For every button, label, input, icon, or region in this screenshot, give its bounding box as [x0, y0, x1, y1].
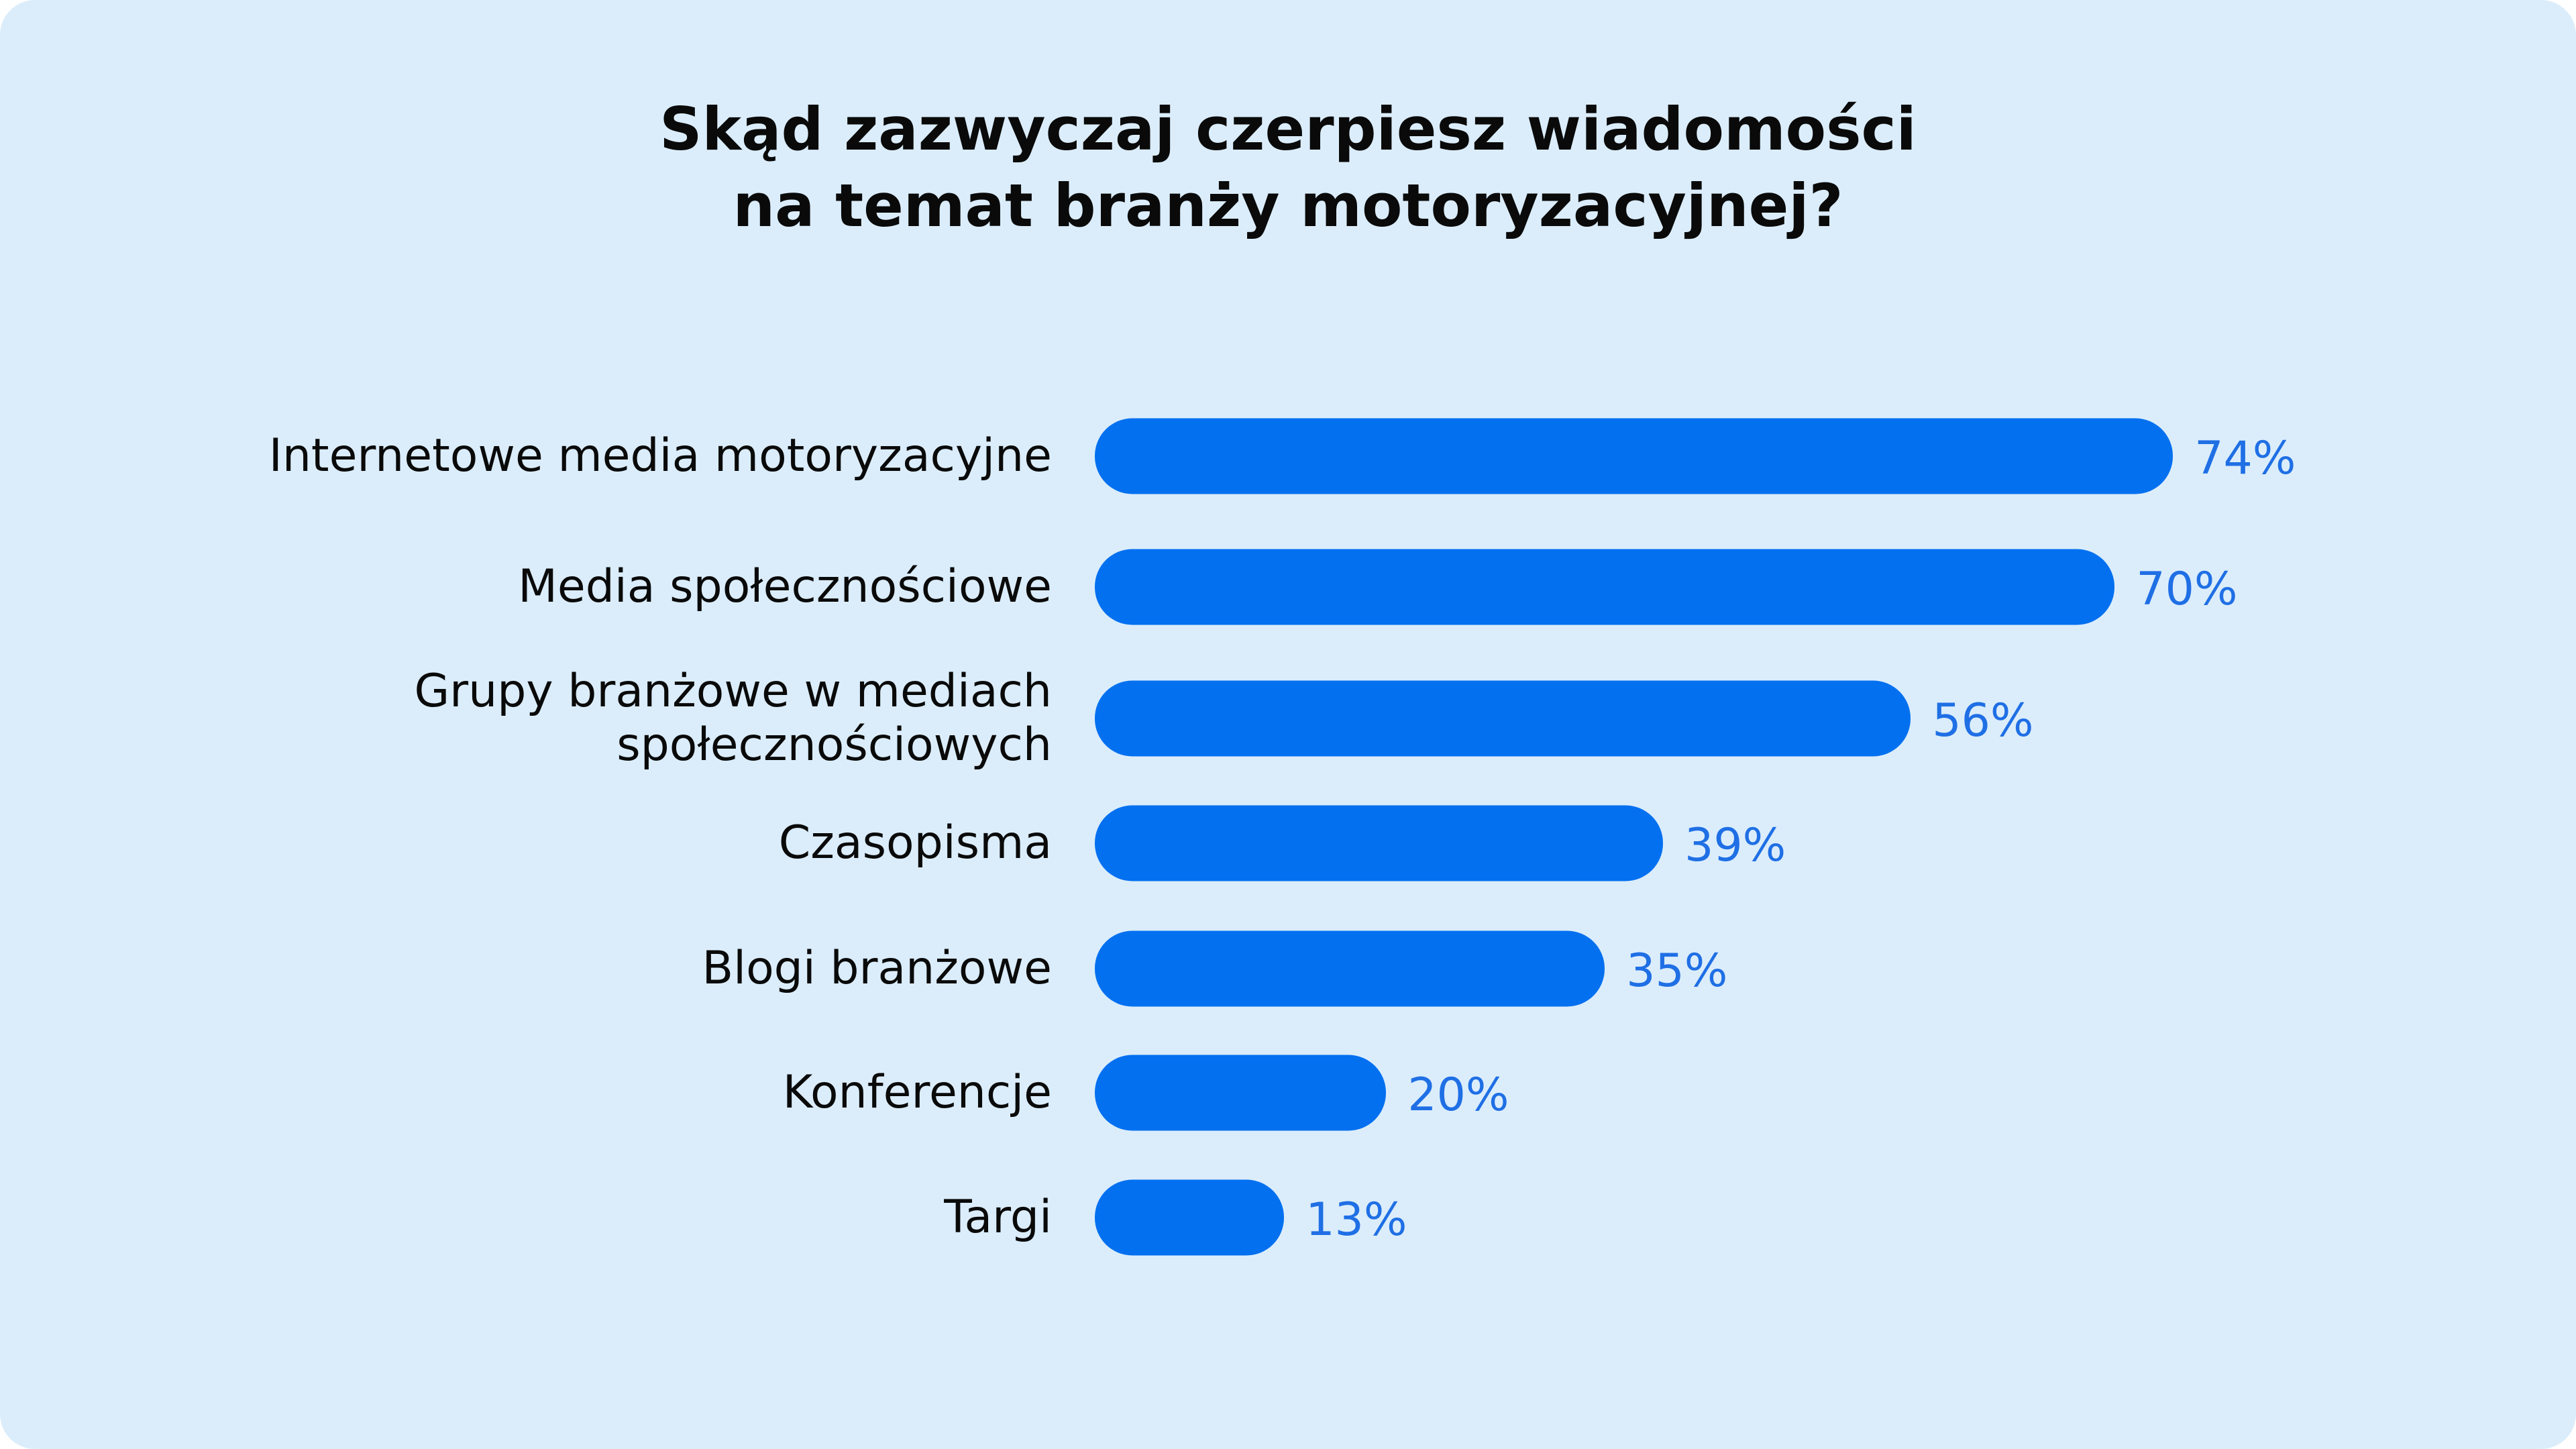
category-label-line: Internetowe media motoryzacyjne — [268, 429, 1052, 482]
category-label: Blogi branżowe — [0, 942, 1052, 996]
category-label: Grupy branżowe w mediach społecznościowyc… — [0, 665, 1052, 772]
category-label: Media społecznościowe — [0, 560, 1052, 614]
value-label: 56% — [1932, 694, 2034, 747]
value-label: 13% — [1305, 1193, 1407, 1246]
chart-title: Skąd zazwyczaj czerpiesz wiadomości na t… — [0, 91, 2576, 244]
value-label: 39% — [1684, 819, 1786, 872]
category-label: Internetowe media motoryzacyjne — [0, 429, 1052, 483]
bar — [1095, 805, 1664, 881]
value-label: 70% — [2136, 563, 2238, 616]
chart-title-line-1: Skąd zazwyczaj czerpiesz wiadomości — [659, 95, 1917, 164]
category-label-line: Media społecznościowe — [518, 560, 1052, 613]
value-label: 20% — [1407, 1069, 1509, 1122]
value-label: 74% — [2194, 432, 2296, 485]
bar — [1095, 549, 2115, 625]
category-label-line: społecznościowych — [616, 718, 1052, 771]
bar — [1095, 1179, 1285, 1256]
category-label-line: Konferencje — [782, 1066, 1052, 1119]
chart-title-line-2: na temat branży motoryzacyjnej? — [733, 171, 1843, 240]
category-label: Targi — [0, 1191, 1052, 1244]
bar — [1095, 680, 1911, 757]
bar — [1095, 1055, 1387, 1131]
bar — [1095, 418, 2174, 494]
category-label-line: Grupy branżowe w mediach — [414, 665, 1052, 718]
category-label: Konferencje — [0, 1066, 1052, 1120]
category-label-line: Blogi branżowe — [702, 942, 1052, 995]
bar — [1095, 930, 1605, 1007]
category-label-line: Targi — [944, 1191, 1052, 1244]
category-label-line: Czasopisma — [778, 816, 1052, 869]
category-label: Czasopisma — [0, 816, 1052, 870]
value-label: 35% — [1626, 945, 1728, 998]
